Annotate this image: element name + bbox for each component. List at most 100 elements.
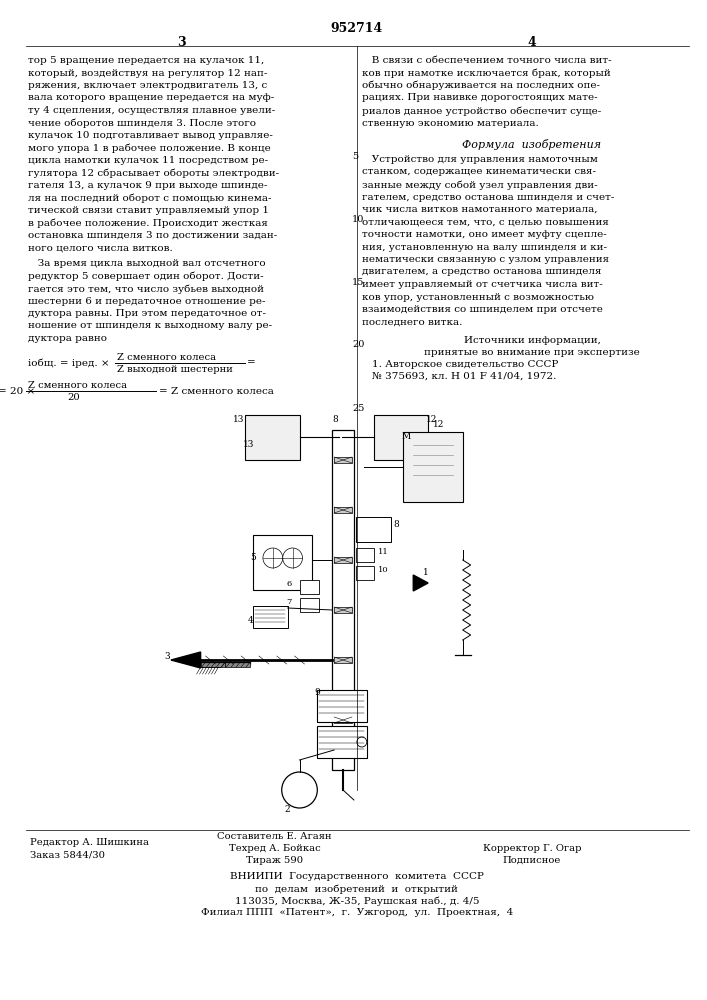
Text: 11: 11 (378, 548, 388, 556)
Text: гателем, средство останова шпинделя и счет-: гателем, средство останова шпинделя и сч… (362, 192, 614, 202)
Bar (300, 598, 320, 612)
Bar (332, 430, 354, 770)
Circle shape (263, 548, 283, 568)
Text: 6: 6 (286, 580, 292, 588)
Text: =: = (247, 359, 256, 367)
Bar (334, 657, 352, 663)
Text: который, воздействуя на регулятор 12 нап-: который, воздействуя на регулятор 12 нап… (28, 68, 267, 78)
Text: M: M (402, 432, 411, 441)
Text: кулачок 10 подготавливает вывод управляе-: кулачок 10 подготавливает вывод управляе… (28, 131, 272, 140)
Text: Редактор А. Шишкина: Редактор А. Шишкина (30, 838, 148, 847)
Text: цикла намотки кулачок 11 посредством ре-: цикла намотки кулачок 11 посредством ре- (28, 156, 268, 165)
Bar (334, 507, 352, 513)
Text: 7: 7 (286, 598, 292, 606)
Text: 5: 5 (352, 152, 358, 161)
Text: В связи с обеспечением точного числа вит-: В связи с обеспечением точного числа вит… (362, 56, 612, 65)
Text: вала которого вращение передается на муф-: вала которого вращение передается на муф… (28, 94, 274, 103)
Text: ственную экономию материала.: ственную экономию материала. (362, 118, 539, 127)
Text: 12: 12 (433, 420, 445, 429)
Text: тической связи ставит управляемый упор 1: тической связи ставит управляемый упор 1 (28, 206, 269, 215)
Text: рациях. При навивке дорогостоящих мате-: рациях. При навивке дорогостоящих мате- (362, 94, 597, 103)
Text: iобщ. = iред. ×: iобщ. = iред. × (28, 359, 109, 368)
Text: 13: 13 (243, 440, 255, 449)
Polygon shape (414, 575, 428, 591)
Text: Заказ 5844/30: Заказ 5844/30 (30, 851, 105, 860)
Text: обычно обнаруживается на последних опе-: обычно обнаруживается на последних опе- (362, 81, 600, 91)
Text: Формула  изобретения: Формула изобретения (462, 139, 602, 150)
Text: ния, установленную на валу шпинделя и ки-: ния, установленную на валу шпинделя и ки… (362, 242, 607, 251)
Text: гателя 13, а кулачок 9 при выходе шпинде-: гателя 13, а кулачок 9 при выходе шпинде… (28, 181, 267, 190)
Text: гулятора 12 сбрасывает обороты электродви-: гулятора 12 сбрасывает обороты электродв… (28, 168, 279, 178)
Bar (226, 662, 250, 667)
Bar (356, 548, 374, 562)
Text: шестерни 6 и передаточное отношение ре-: шестерни 6 и передаточное отношение ре- (28, 296, 265, 306)
Text: 113035, Москва, Ж-35, Раушская наб., д. 4/5: 113035, Москва, Ж-35, Раушская наб., д. … (235, 896, 479, 906)
Text: 1. Авторское свидетельство СССР: 1. Авторское свидетельство СССР (372, 360, 558, 369)
Text: ВНИИПИ  Государственного  комитета  СССР: ВНИИПИ Государственного комитета СССР (230, 872, 484, 881)
Text: Устройство для управления намоточным: Устройство для управления намоточным (362, 155, 597, 164)
Text: 3: 3 (177, 36, 186, 49)
Text: = 20 ×: = 20 × (0, 386, 35, 395)
Text: 8: 8 (394, 520, 399, 529)
Text: Источники информации,: Источники информации, (464, 336, 600, 345)
Text: ля на последний оборот с помощью кинема-: ля на последний оборот с помощью кинема- (28, 194, 271, 203)
Text: ков упор, установленный с возможностью: ков упор, установленный с возможностью (362, 292, 594, 302)
Text: чение оборотов шпинделя 3. После этого: чение оборотов шпинделя 3. После этого (28, 118, 255, 128)
Text: 25: 25 (352, 404, 364, 413)
Text: 15: 15 (352, 278, 364, 287)
Text: станком, содержащее кинематически свя-: станком, содержащее кинематически свя- (362, 167, 596, 176)
Text: 13: 13 (233, 415, 245, 424)
Text: Тираж 590: Тираж 590 (246, 856, 303, 865)
Bar (374, 415, 428, 460)
Text: 2: 2 (285, 805, 291, 814)
Polygon shape (171, 652, 201, 668)
Bar (245, 415, 300, 460)
Text: остановка шпинделя 3 по достижении задан-: остановка шпинделя 3 по достижении задан… (28, 231, 276, 240)
Text: 12: 12 (426, 415, 438, 424)
Bar (334, 717, 352, 723)
Text: Техред А. Бойкас: Техред А. Бойкас (229, 844, 321, 853)
Text: принятые во внимание при экспертизе: принятые во внимание при экспертизе (424, 348, 640, 357)
Bar (317, 726, 367, 758)
Text: 10: 10 (378, 566, 388, 574)
Text: 20: 20 (67, 392, 80, 401)
Bar (300, 580, 320, 594)
Circle shape (281, 772, 317, 808)
Text: Корректор Г. Огар: Корректор Г. Огар (483, 844, 581, 853)
Text: последнего витка.: последнего витка. (362, 318, 462, 326)
Bar (317, 690, 367, 722)
Text: ношение от шпинделя к выходному валу ре-: ношение от шпинделя к выходному валу ре- (28, 322, 271, 330)
Bar (253, 535, 312, 590)
Text: Z сменного колеса: Z сменного колеса (117, 353, 216, 361)
Text: № 375693, кл. Н 01 F 41/04, 1972.: № 375693, кл. Н 01 F 41/04, 1972. (372, 372, 556, 381)
Text: ного целого числа витков.: ного целого числа витков. (28, 243, 173, 252)
Text: 10: 10 (352, 215, 364, 224)
Bar (334, 457, 352, 463)
Text: = Z сменного колеса: = Z сменного колеса (159, 386, 274, 395)
Bar (334, 607, 352, 613)
Text: 1: 1 (423, 568, 429, 577)
Text: по  делам  изобретений  и  открытий: по делам изобретений и открытий (255, 884, 458, 894)
Text: 952714: 952714 (331, 22, 383, 35)
Text: редуктор 5 совершает один оборот. Дости-: редуктор 5 совершает один оборот. Дости- (28, 271, 263, 281)
Text: двигателем, а средство останова шпинделя: двигателем, а средство останова шпинделя (362, 267, 602, 276)
Text: риалов данное устройство обеспечит суще-: риалов данное устройство обеспечит суще- (362, 106, 601, 115)
Text: дуктора равно: дуктора равно (28, 334, 107, 343)
Text: в рабочее положение. Происходит жесткая: в рабочее положение. Происходит жесткая (28, 219, 267, 228)
Circle shape (357, 737, 367, 747)
Text: нематически связанную с узлом управления: нематически связанную с узлом управления (362, 255, 609, 264)
Text: 3: 3 (164, 652, 170, 661)
Bar (253, 606, 288, 628)
Text: тор 5 вращение передается на кулачок 11,: тор 5 вращение передается на кулачок 11, (28, 56, 264, 65)
Text: ряжения, включает электродвигатель 13, с: ряжения, включает электродвигатель 13, с (28, 81, 267, 90)
Text: 8: 8 (332, 415, 338, 424)
Text: Подписное: Подписное (503, 856, 561, 865)
Text: Филиал ППП  «Патент»,  г.  Ужгород,  ул.  Проектная,  4: Филиал ППП «Патент», г. Ужгород, ул. Про… (201, 908, 513, 917)
Circle shape (283, 548, 303, 568)
Text: Z выходной шестерни: Z выходной шестерни (117, 364, 233, 373)
Text: чик числа витков намотанного материала,: чик числа витков намотанного материала, (362, 205, 597, 214)
Text: 4: 4 (248, 616, 254, 625)
Text: точности намотки, оно имеет муфту сцепле-: точности намотки, оно имеет муфту сцепле… (362, 230, 607, 239)
Text: Z сменного колеса: Z сменного колеса (28, 380, 127, 389)
Text: взаимодействия со шпинделем при отсчете: взаимодействия со шпинделем при отсчете (362, 305, 602, 314)
